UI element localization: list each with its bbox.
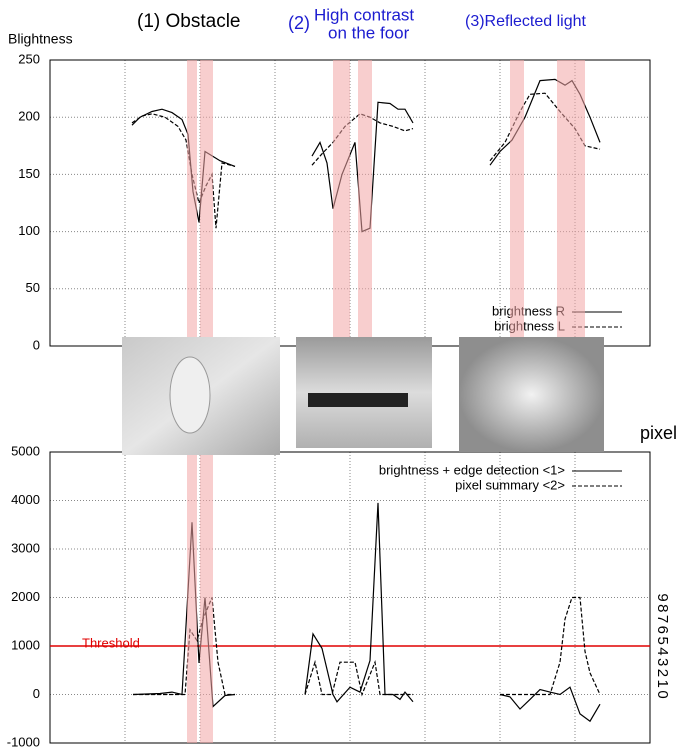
photos — [122, 337, 604, 455]
legend-label: brightness R — [492, 303, 565, 318]
band — [510, 60, 524, 346]
y2-tick-label: 7 — [654, 615, 671, 623]
titles: (1) Obstacle (2) High contrast on the fo… — [8, 5, 677, 442]
band — [358, 60, 372, 346]
y-tick-label: 5000 — [11, 443, 40, 458]
annotation: (2) — [288, 13, 310, 33]
y2-tick-label: 3 — [654, 658, 671, 666]
legend-label: pixel summary <2> — [455, 477, 565, 492]
band — [557, 60, 585, 346]
y2-tick-label: 2 — [654, 669, 671, 677]
y2-tick-label: 1 — [654, 680, 671, 688]
y-tick-label: 0 — [33, 686, 40, 701]
dark-strip — [308, 393, 408, 407]
photo-floor — [296, 337, 432, 448]
band — [333, 60, 350, 346]
robot — [169, 356, 211, 434]
y-tick-label: 0 — [33, 337, 40, 352]
y2-tick-label: 8 — [654, 604, 671, 612]
y-tick-label: 1000 — [11, 637, 40, 652]
y-tick-label: 200 — [18, 109, 40, 124]
y2-axis-label: pixel — [640, 423, 677, 443]
annotation: (3)Reflected light — [465, 13, 587, 30]
y-tick-label: 50 — [26, 280, 40, 295]
annotation: High contrast — [314, 5, 414, 24]
photo-reflection — [459, 337, 604, 452]
y-tick-label: -1000 — [7, 734, 40, 749]
annotation: (1) Obstacle — [137, 11, 240, 32]
y2-tick-label: 4 — [654, 647, 671, 655]
y-tick-label: 3000 — [11, 540, 40, 555]
y-tick-label: 100 — [18, 223, 40, 238]
annotation: on the foor — [328, 23, 410, 42]
legend-label: brightness L — [494, 318, 565, 333]
y-tick-label: 250 — [18, 51, 40, 66]
legend-label: brightness + edge detection <1> — [379, 462, 565, 477]
y2-tick-label: 9 — [654, 593, 671, 601]
y-tick-label: 4000 — [11, 492, 40, 507]
y2-tick-label: 6 — [654, 626, 671, 634]
y2-tick-label: 5 — [654, 636, 671, 644]
plot-frame — [49, 451, 651, 744]
y-tick-label: 2000 — [11, 589, 40, 604]
y2-tick-label: 0 — [654, 690, 671, 698]
y-tick-label: 150 — [18, 166, 40, 181]
y-axis-label: Blightness — [8, 31, 73, 47]
threshold-label: Threshold — [82, 635, 140, 650]
